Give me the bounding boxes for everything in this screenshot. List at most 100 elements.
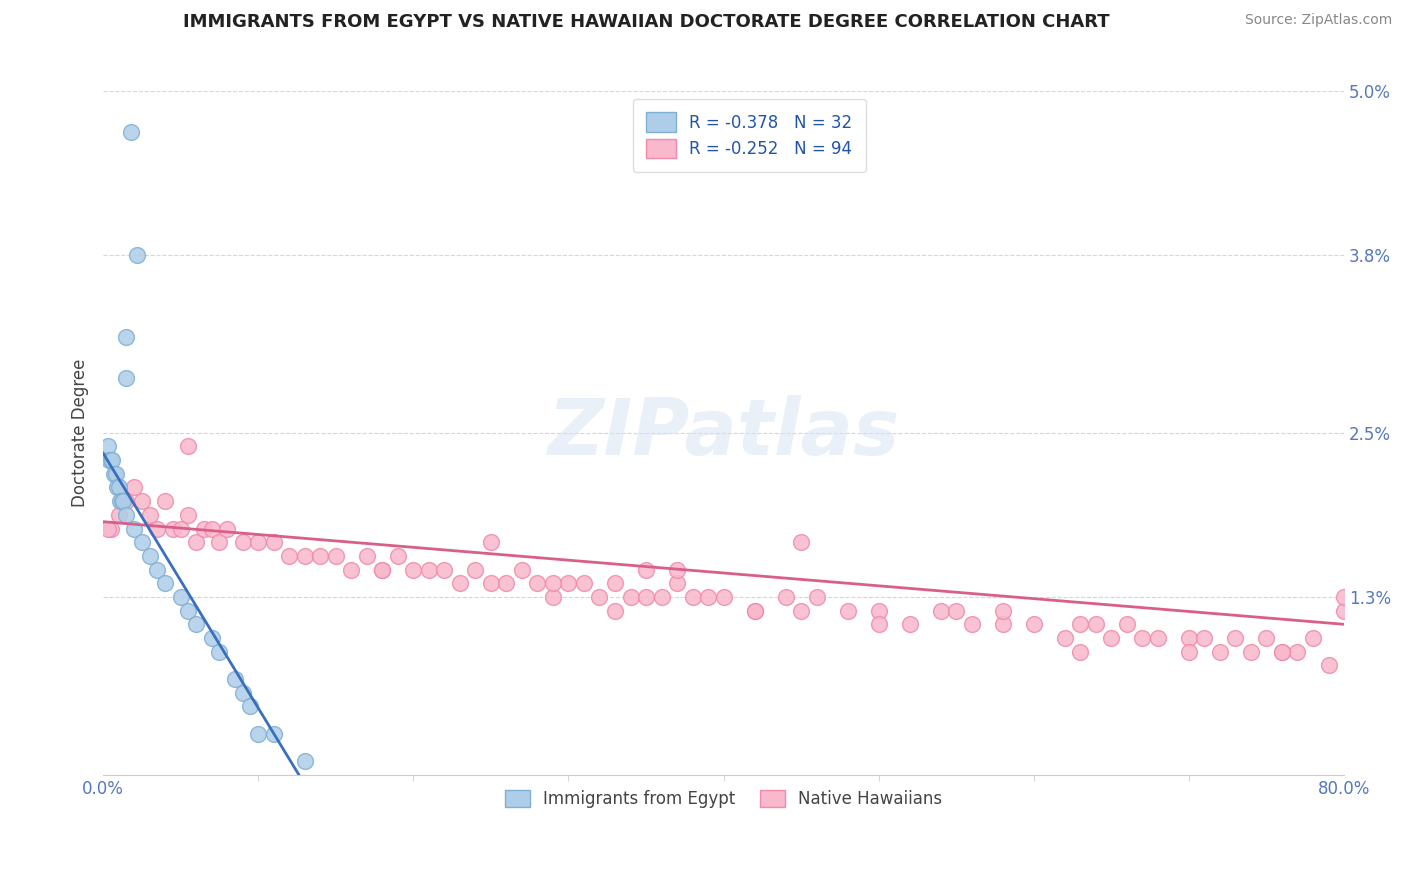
Point bbox=[103, 467, 125, 481]
Point bbox=[806, 590, 828, 604]
Point bbox=[510, 563, 533, 577]
Point bbox=[541, 576, 564, 591]
Point bbox=[1286, 645, 1309, 659]
Point bbox=[170, 590, 193, 604]
Point bbox=[1178, 645, 1201, 659]
Point bbox=[294, 549, 316, 563]
Point bbox=[929, 604, 952, 618]
Point bbox=[177, 508, 200, 522]
Point bbox=[1271, 645, 1294, 659]
Point bbox=[1256, 631, 1278, 645]
Point bbox=[263, 535, 285, 549]
Point bbox=[115, 330, 138, 344]
Point bbox=[1302, 631, 1324, 645]
Point bbox=[108, 494, 131, 508]
Point bbox=[1178, 631, 1201, 645]
Point bbox=[898, 617, 921, 632]
Point bbox=[208, 535, 231, 549]
Point bbox=[1130, 631, 1153, 645]
Point bbox=[177, 604, 200, 618]
Point bbox=[340, 563, 363, 577]
Point bbox=[790, 535, 813, 549]
Point bbox=[868, 604, 890, 618]
Point bbox=[479, 576, 502, 591]
Point bbox=[224, 672, 246, 686]
Point bbox=[744, 604, 766, 618]
Point bbox=[387, 549, 409, 563]
Point bbox=[356, 549, 378, 563]
Point bbox=[111, 494, 134, 508]
Point bbox=[619, 590, 641, 604]
Point bbox=[120, 125, 142, 139]
Point bbox=[1069, 617, 1091, 632]
Y-axis label: Doctorate Degree: Doctorate Degree bbox=[72, 359, 89, 507]
Point bbox=[1084, 617, 1107, 632]
Point bbox=[1194, 631, 1216, 645]
Point bbox=[603, 604, 626, 618]
Point bbox=[1240, 645, 1263, 659]
Text: IMMIGRANTS FROM EGYPT VS NATIVE HAWAIIAN DOCTORATE DEGREE CORRELATION CHART: IMMIGRANTS FROM EGYPT VS NATIVE HAWAIIAN… bbox=[183, 13, 1111, 31]
Point bbox=[945, 604, 967, 618]
Point bbox=[526, 576, 548, 591]
Point bbox=[634, 590, 657, 604]
Point bbox=[294, 754, 316, 768]
Point bbox=[495, 576, 517, 591]
Point bbox=[278, 549, 301, 563]
Point bbox=[837, 604, 859, 618]
Point bbox=[104, 467, 127, 481]
Point bbox=[153, 576, 176, 591]
Point bbox=[775, 590, 797, 604]
Point bbox=[371, 563, 394, 577]
Point bbox=[101, 453, 124, 467]
Point bbox=[1333, 590, 1355, 604]
Point bbox=[1147, 631, 1170, 645]
Point bbox=[146, 563, 169, 577]
Point bbox=[697, 590, 720, 604]
Point bbox=[105, 481, 128, 495]
Point bbox=[402, 563, 425, 577]
Point bbox=[991, 604, 1014, 618]
Point bbox=[557, 576, 579, 591]
Point bbox=[131, 535, 153, 549]
Point bbox=[177, 439, 200, 453]
Point bbox=[1225, 631, 1247, 645]
Point bbox=[98, 453, 121, 467]
Point bbox=[217, 522, 239, 536]
Point bbox=[138, 549, 160, 563]
Point bbox=[97, 522, 120, 536]
Point bbox=[960, 617, 983, 632]
Point bbox=[170, 522, 193, 536]
Point bbox=[1022, 617, 1045, 632]
Point bbox=[991, 617, 1014, 632]
Point bbox=[186, 535, 208, 549]
Point bbox=[162, 522, 184, 536]
Point bbox=[112, 494, 135, 508]
Point bbox=[744, 604, 766, 618]
Point bbox=[127, 248, 149, 262]
Point bbox=[371, 563, 394, 577]
Point bbox=[541, 590, 564, 604]
Point bbox=[153, 494, 176, 508]
Point bbox=[1069, 645, 1091, 659]
Point bbox=[247, 535, 270, 549]
Point bbox=[1317, 658, 1340, 673]
Point bbox=[588, 590, 610, 604]
Point bbox=[666, 576, 689, 591]
Point bbox=[186, 617, 208, 632]
Point bbox=[131, 494, 153, 508]
Point bbox=[232, 535, 254, 549]
Point bbox=[1053, 631, 1076, 645]
Point bbox=[100, 453, 122, 467]
Point bbox=[464, 563, 486, 577]
Point bbox=[100, 522, 122, 536]
Point bbox=[232, 686, 254, 700]
Point bbox=[666, 563, 689, 577]
Point bbox=[1209, 645, 1232, 659]
Point bbox=[138, 508, 160, 522]
Point bbox=[1333, 604, 1355, 618]
Point bbox=[263, 727, 285, 741]
Point bbox=[1271, 645, 1294, 659]
Point bbox=[634, 563, 657, 577]
Point bbox=[790, 604, 813, 618]
Point bbox=[1115, 617, 1137, 632]
